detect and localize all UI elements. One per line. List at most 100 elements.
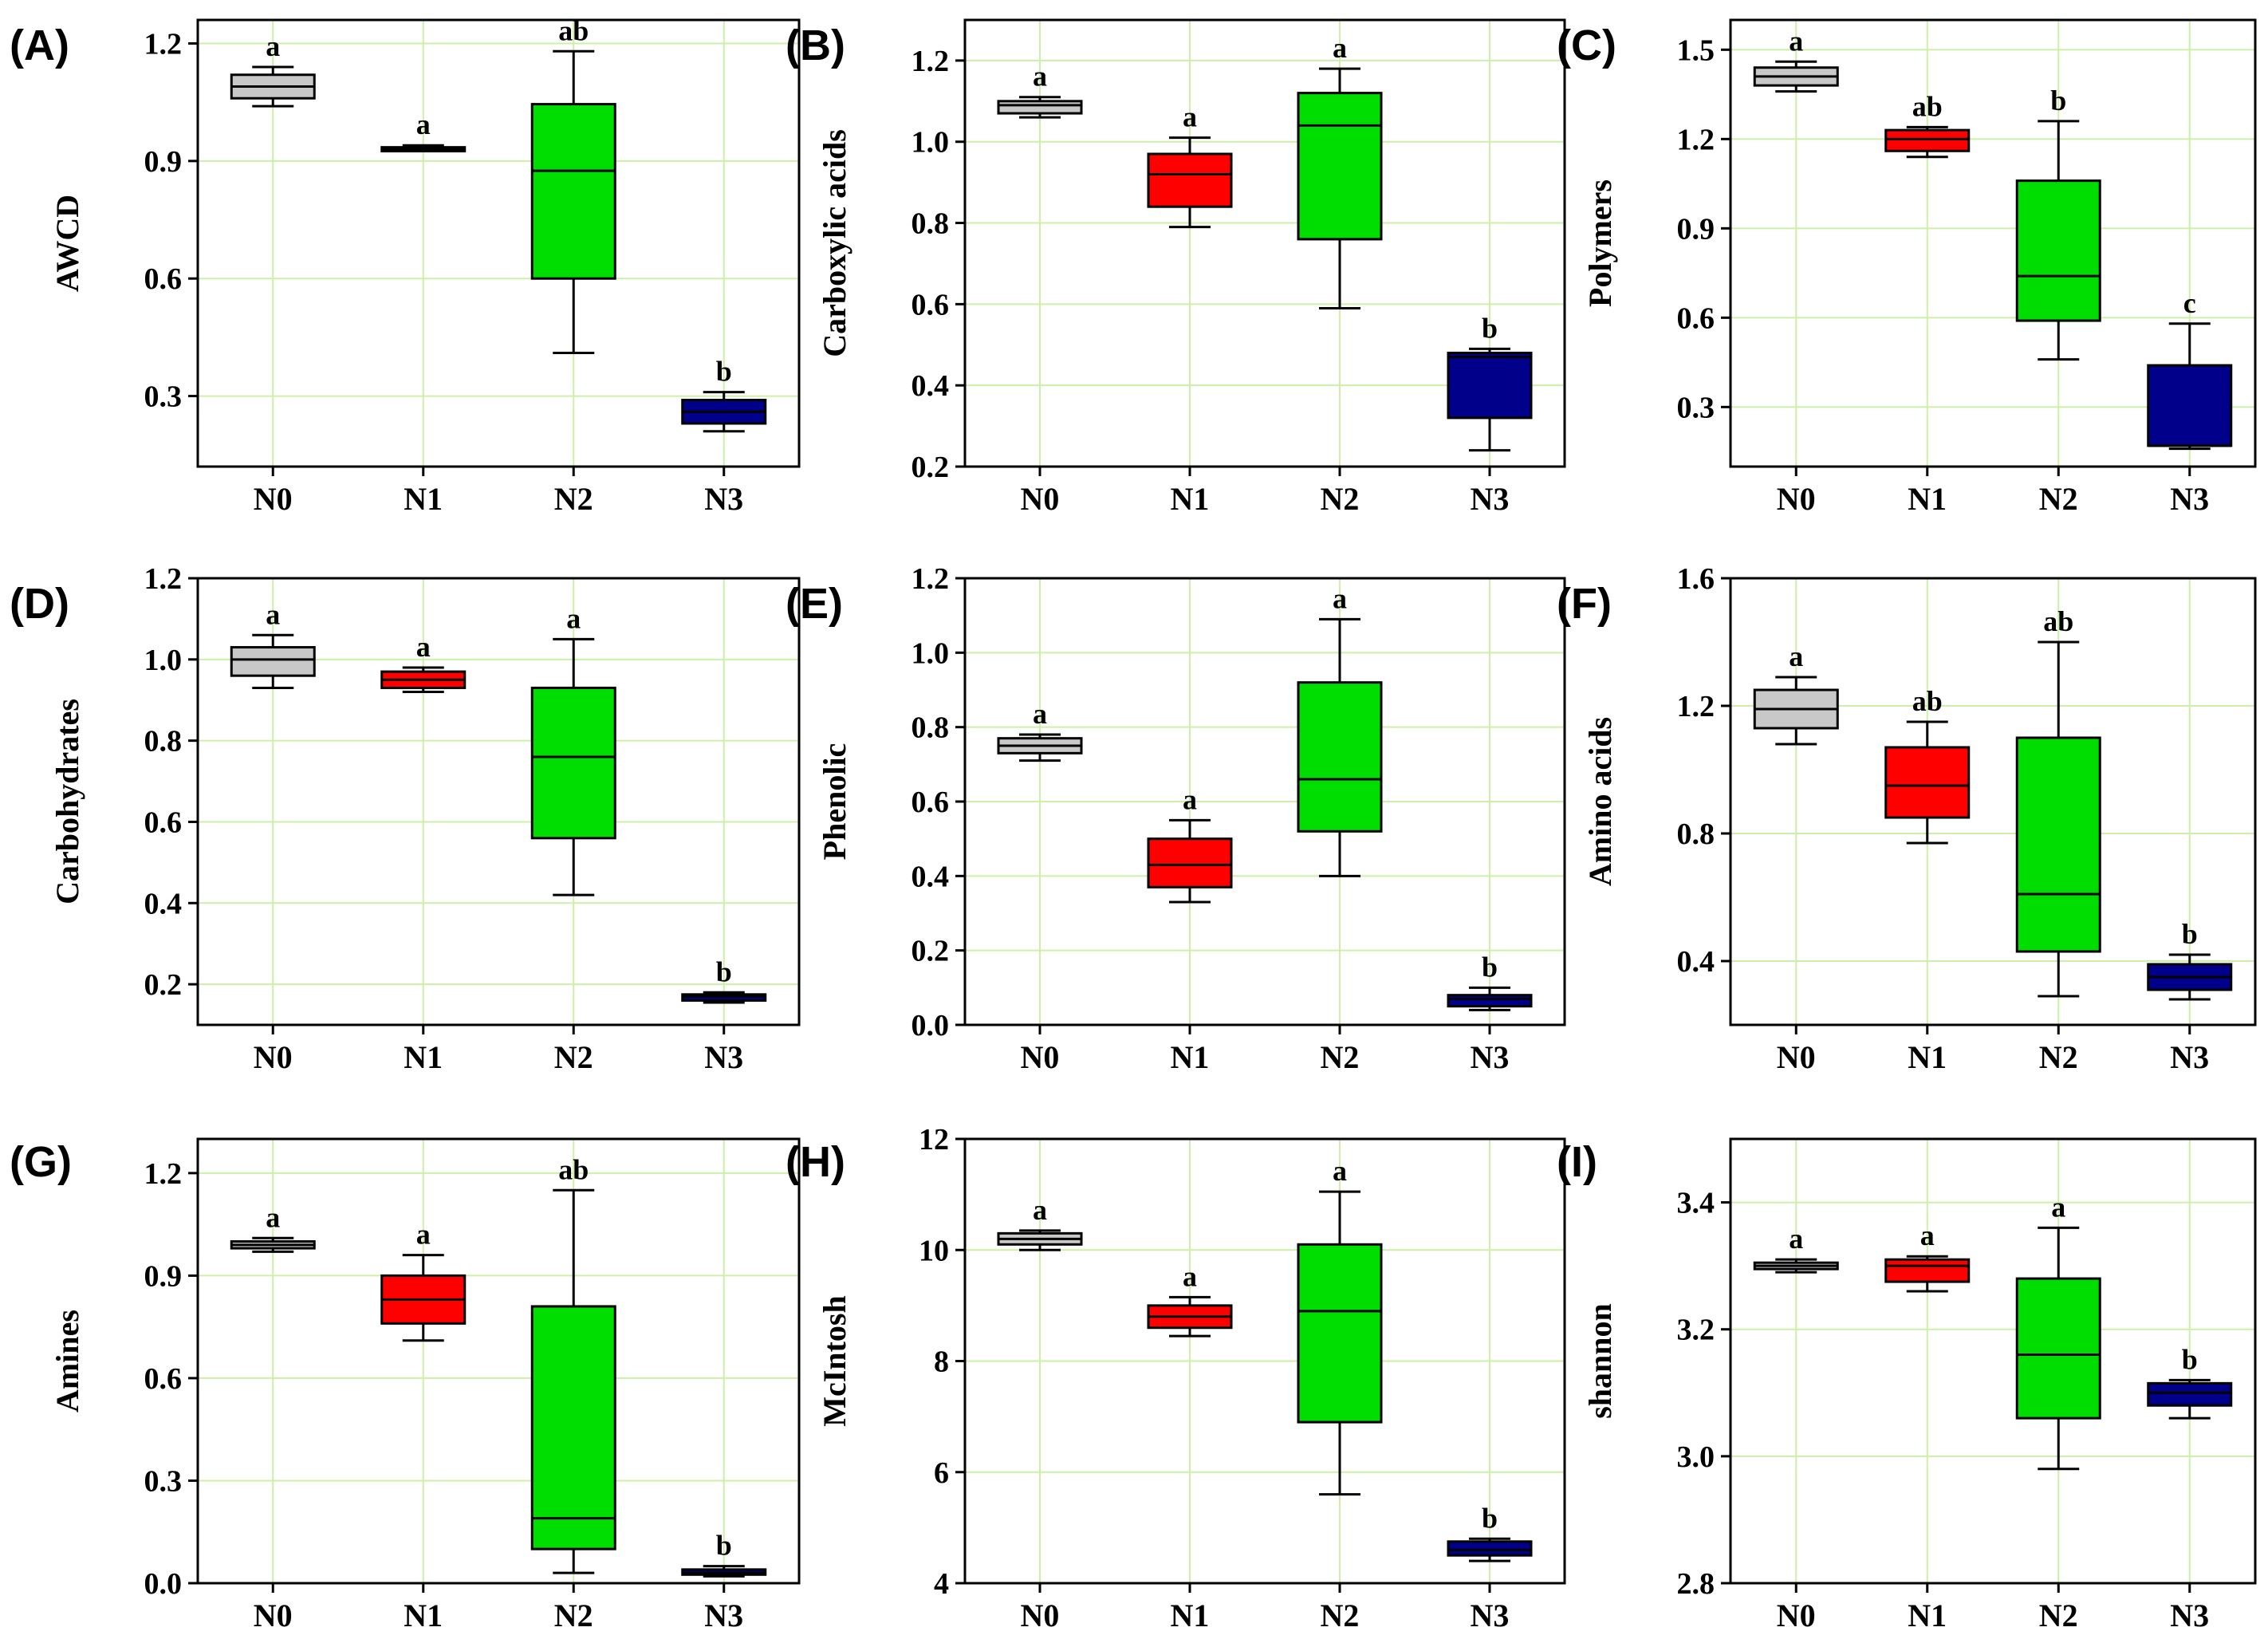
y-tick-label: 1.2 [1677,123,1715,156]
x-tick-label: N0 [1777,1039,1816,1075]
panel-label: (A) [10,22,69,69]
box-n2: a [1297,32,1383,309]
plot-frame [196,18,801,468]
y-axis-label: Carboxylic acids [817,129,852,357]
box-n3: b [681,955,767,1004]
significance-letter: a [416,108,431,140]
x-tick-label: N2 [2039,1039,2078,1075]
y-tick-label: 0.6 [144,806,183,839]
iqr-box [997,100,1083,115]
iqr-box [1147,837,1233,888]
y-tick-label: 0.8 [912,711,950,745]
x-tick-label: N2 [554,481,593,517]
iqr-box [2015,1277,2101,1420]
box-n3: b [1447,312,1533,452]
iqr-box [2015,736,2101,953]
y-tick-label: 0.4 [144,887,183,920]
panel-label: (C) [1557,22,1616,69]
box-n0: a [1753,1223,1839,1274]
x-tick-label: N1 [404,1039,443,1075]
iqr-box [1447,351,1533,420]
y-tick-label: 2.8 [1677,1567,1715,1601]
box-n1: a [1147,783,1233,904]
panel-h: (H) 4 6 8 10 12 McIntosh N0 N1 N2 N3 a a a b [786,1123,1566,1633]
x-tick-label: N0 [1021,1039,1060,1075]
y-axis-label: AWCD [49,195,85,292]
panel-b: (B) 0.2 0.4 0.6 0.8 1.0 1.2 Carboxylic acids N0 N… [786,18,1566,517]
x-tick-label: N3 [704,1039,743,1075]
x-tick-label: N1 [1171,1598,1210,1633]
significance-letter: ab [558,14,589,46]
plot-frame [963,18,1566,468]
significance-letter: a [416,631,431,663]
x-tick-label: N3 [1471,1039,1510,1075]
iqr-box [530,686,616,840]
box-n2: a [1297,582,1383,877]
panel-label: (F) [1557,580,1612,628]
plot-frame [196,1137,801,1585]
plot-frame [196,577,801,1026]
y-tick-label: 0.4 [912,369,950,403]
panel-i: (I) 2.8 3.0 3.2 3.4 shannon N0 N1 N2 N3 a a a b [1557,1137,2257,1633]
box-n1: a [380,108,467,153]
box-n0: a [230,1201,316,1253]
significance-letter: a [1333,32,1347,64]
x-tick-label: N0 [1777,481,1816,517]
x-tick-label: N1 [1908,1598,1947,1633]
y-tick-label: 3.2 [1677,1314,1715,1347]
x-tick-label: N3 [2170,1039,2209,1075]
box-n2: a [2015,1191,2101,1471]
plot-frame [1729,18,2257,468]
x-tick-label: N0 [254,1598,293,1633]
significance-letter: a [266,598,280,630]
iqr-box [1147,152,1233,208]
y-tick-label: 0.6 [1677,301,1715,335]
y-tick-label: 0.2 [144,968,183,1002]
x-tick-label: N3 [704,1598,743,1633]
y-tick-label: 0.6 [912,288,950,321]
significance-letter: a [1183,1260,1197,1292]
box-n0: a [230,30,316,108]
y-tick-label: 3.0 [1677,1440,1715,1474]
box-n3: c [2147,287,2233,451]
significance-letter: b [716,955,732,987]
significance-letter: b [1482,312,1498,344]
y-tick-label: 0.2 [912,451,950,484]
iqr-box [530,1305,616,1550]
y-tick-label: 0.6 [144,262,183,296]
significance-letter: b [716,1530,732,1562]
x-tick-label: N2 [2039,1598,2078,1633]
x-tick-label: N2 [1321,481,1360,517]
significance-letter: a [1333,1155,1347,1187]
panel-d: (D) 0.2 0.4 0.6 0.8 1.0 1.2 Carbohydrates N0 N1 N2… [10,562,801,1075]
significance-letter: a [1789,25,1803,57]
x-tick-label: N2 [1321,1598,1360,1633]
box-n3: b [1447,1502,1533,1562]
x-tick-label: N0 [254,481,293,517]
x-tick-label: N2 [1321,1039,1360,1075]
y-tick-label: 0.3 [144,1464,183,1498]
y-tick-label: 0.0 [912,1009,950,1042]
box-n2: a [530,602,616,896]
significance-letter: b [2050,85,2066,116]
box-n1: a [1147,101,1233,229]
iqr-box [1447,994,1533,1008]
significance-letter: a [266,1201,280,1233]
y-tick-label: 0.3 [144,380,183,414]
y-tick-label: 0.8 [912,207,950,241]
iqr-box [1447,1540,1533,1557]
box-n0: a [1753,25,1839,93]
panel-label: (G) [10,1138,72,1186]
x-tick-label: N2 [554,1598,593,1633]
significance-letter: c [2183,287,2196,319]
y-tick-label: 1.2 [144,562,183,596]
box-n2: ab [530,14,616,355]
panel-label: (E) [786,580,843,628]
x-tick-label: N1 [404,481,443,517]
x-tick-label: N1 [1171,1039,1210,1075]
significance-letter: b [1482,951,1498,983]
box-n2: ab [530,1153,616,1574]
y-tick-label: 0.0 [144,1567,183,1601]
panel-e: (E) 0.0 0.2 0.4 0.6 0.8 1.0 1.2 Phenolic N0 N1 N2 N3… [786,562,1566,1075]
y-tick-label: 0.6 [912,786,950,819]
